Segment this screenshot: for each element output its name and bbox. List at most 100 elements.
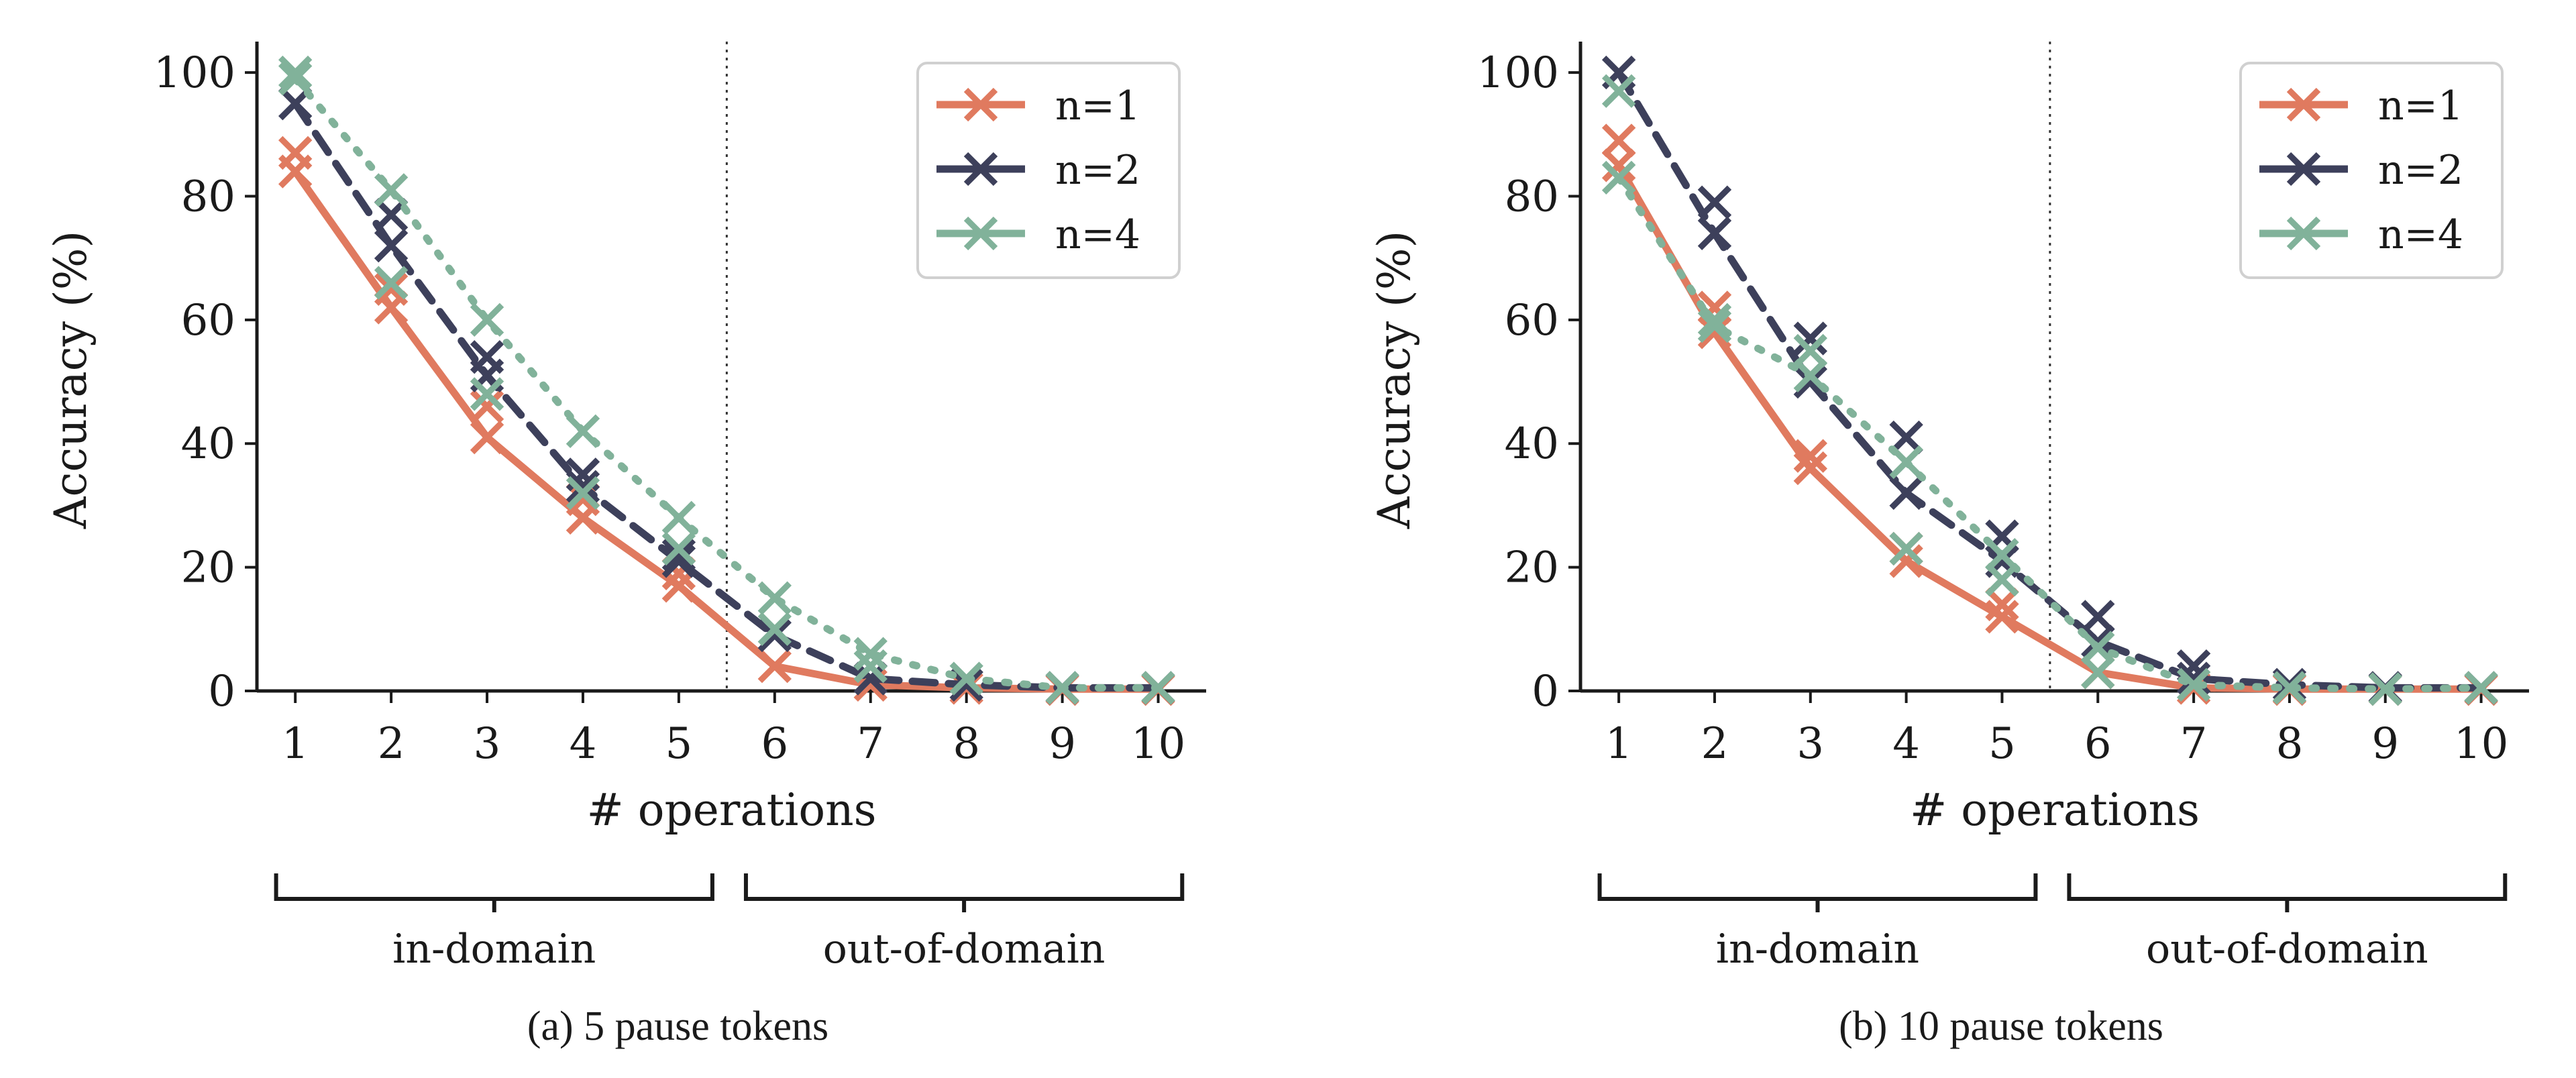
- x-tick-label: 5: [1988, 719, 2016, 769]
- legend-label: n=1: [1055, 83, 1140, 129]
- data-point-n1: [1793, 439, 1827, 473]
- data-point-n2: [2081, 600, 2115, 634]
- data-point-n2: [853, 661, 888, 696]
- data-point-n1: [1793, 451, 1827, 486]
- data-point-n4: [566, 476, 600, 510]
- x-tick-label: 6: [2084, 719, 2112, 769]
- series-line-n4: [1615, 174, 2485, 693]
- data-point-n1: [757, 649, 792, 684]
- legend-marker-n2: [963, 152, 998, 186]
- panel-caption: (b) 10 pause tokens: [1839, 1004, 2163, 1049]
- legend-label: n=4: [1055, 211, 1140, 258]
- data-point-n4: [566, 414, 600, 448]
- data-point-n4: [278, 55, 313, 90]
- data-point-n4: [1601, 74, 1636, 108]
- legend-label: n=2: [1055, 147, 1140, 194]
- data-point-n4: [1045, 671, 1079, 705]
- data-point-n4: [853, 637, 888, 671]
- data-point-n4: [2464, 671, 2498, 705]
- series-line-n2: [291, 99, 1163, 692]
- x-tick-label: 5: [665, 719, 693, 769]
- legend-label: n=2: [2378, 147, 2463, 194]
- series-line-n1: [291, 168, 1163, 693]
- data-point-n1: [374, 272, 409, 306]
- legend-label: n=4: [2378, 211, 2463, 258]
- domain-label: in-domain: [1716, 926, 1919, 973]
- y-axis-title: Accuracy (%): [1368, 231, 1420, 529]
- x-tick-label: 3: [474, 719, 501, 769]
- data-point-n1: [661, 569, 696, 603]
- data-point-n2: [470, 339, 504, 374]
- data-point-n2: [374, 229, 409, 263]
- x-tick-label: 4: [1892, 719, 1920, 769]
- data-point-n4: [374, 173, 409, 207]
- x-tick-label: 2: [378, 719, 405, 769]
- data-point-n2: [1793, 364, 1827, 399]
- y-tick-label: 0: [1532, 667, 1559, 716]
- x-tick-label: 3: [1796, 719, 1824, 769]
- y-axis-title: Accuracy (%): [45, 231, 97, 529]
- data-point-n4: [470, 377, 504, 411]
- data-point-n4: [661, 500, 696, 535]
- out-of-domain-bracket: [2067, 873, 2508, 901]
- x-tick-label: 10: [2454, 719, 2508, 769]
- data-point-n4: [2176, 667, 2211, 702]
- y-tick-label: 100: [1477, 48, 1559, 98]
- data-point-n1: [1985, 600, 2019, 634]
- x-tick-label: 7: [857, 719, 884, 769]
- panel-caption: (a) 5 pause tokens: [527, 1004, 828, 1049]
- data-point-n4: [1793, 358, 1827, 393]
- x-tick-label: 8: [953, 719, 980, 769]
- x-tick-label: 9: [2371, 719, 2399, 769]
- panel-a: 0 20 40 60 80 100 1 2 3 4 5 6 7 8 9 10 # operations Accur…: [45, 42, 1206, 1049]
- data-point-n2: [374, 197, 409, 232]
- legend-marker-n1: [963, 87, 998, 122]
- in-domain-bracket: [1597, 873, 2038, 901]
- x-axis-title: # operations: [587, 784, 877, 836]
- data-point-n1: [470, 420, 504, 455]
- data-point-n1: [278, 136, 313, 170]
- data-point-n4: [1697, 303, 1732, 337]
- y-tick-label: 40: [181, 419, 235, 469]
- legend-marker-n2: [2286, 152, 2321, 186]
- out-of-domain-bracket: [743, 873, 1185, 901]
- domain-label: out-of-domain: [823, 926, 1106, 973]
- data-point-n4: [278, 62, 313, 96]
- x-tick-label: 8: [2276, 719, 2304, 769]
- data-point-n2: [1697, 216, 1732, 250]
- data-point-n4: [1985, 562, 2019, 597]
- data-point-n1: [1889, 544, 1923, 578]
- data-point-n4: [374, 266, 409, 300]
- data-point-n1: [1601, 123, 1636, 158]
- x-tick-label: 4: [570, 719, 597, 769]
- x-tick-label: 1: [1605, 719, 1633, 769]
- data-point-n1: [1697, 315, 1732, 349]
- data-point-n1: [1601, 148, 1636, 182]
- data-point-n2: [2081, 625, 2115, 659]
- x-tick-label: 1: [282, 719, 309, 769]
- x-tick-label: 9: [1049, 719, 1076, 769]
- y-tick-label: 0: [208, 667, 235, 716]
- data-point-n2: [1697, 185, 1732, 219]
- x-tick-label: 2: [1701, 719, 1729, 769]
- data-point-n4: [1793, 333, 1827, 368]
- x-tick-label: 7: [2180, 719, 2208, 769]
- y-tick-label: 60: [181, 296, 235, 345]
- data-point-n4: [949, 661, 983, 696]
- data-point-n4: [2368, 672, 2402, 706]
- data-point-n4: [661, 531, 696, 566]
- data-point-n2: [1889, 420, 1923, 455]
- data-point-n4: [1601, 160, 1636, 195]
- data-point-n1: [470, 389, 504, 424]
- x-tick-label: 6: [761, 719, 788, 769]
- y-tick-label: 20: [1505, 543, 1559, 593]
- data-point-n4: [757, 581, 792, 615]
- y-tick-label: 60: [1505, 296, 1559, 345]
- data-point-n2: [566, 470, 600, 504]
- data-point-n4: [1889, 531, 1923, 566]
- x-axis-title: # operations: [1910, 784, 2200, 836]
- domain-label: in-domain: [392, 926, 596, 973]
- in-domain-bracket: [274, 873, 714, 901]
- legend-label: n=1: [2378, 83, 2463, 129]
- panel-b: 0 20 40 60 80 100 1 2 3 4 5 6 7 8 9 10 # operations Accur…: [1368, 42, 2529, 1049]
